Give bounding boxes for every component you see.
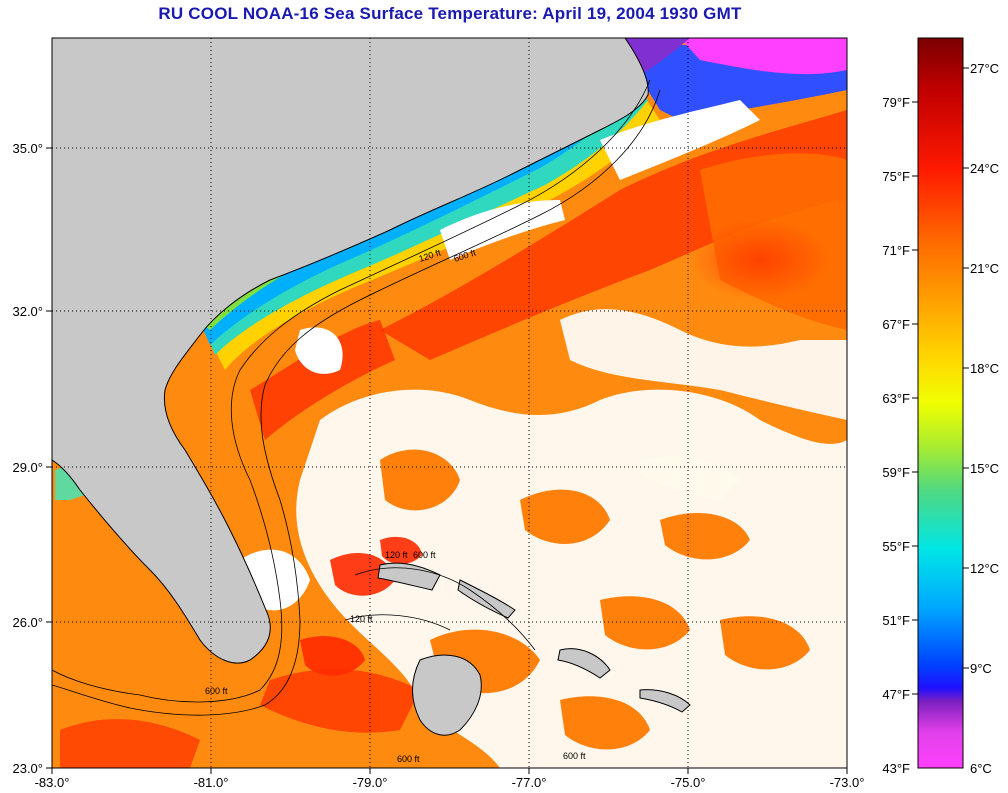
bathymetry-contours [52,79,661,716]
cb-c-label: 12°C [970,561,999,576]
lat-label: 23.0° [12,761,43,776]
cb-c-label: 6°C [970,761,992,776]
grand-bahama-land [377,562,441,591]
contour-label-600ft-bahamas: 600 ft [413,550,436,560]
cb-f-label: 67°F [882,317,910,332]
cb-c-label: 21°C [970,261,999,276]
longitude-labels: -83.0° -81.0° -79.0° -77.0° -75.0° -73.0… [35,775,865,790]
lon-label: -79.0° [353,775,388,790]
contour-label-120ft-andros: 120 ft [350,614,373,624]
cb-c-label: 15°C [970,461,999,476]
cb-c-label: 24°C [970,161,999,176]
colorbar [917,37,964,769]
lon-label: -77.0° [512,775,547,790]
colorbar-ticks [912,67,969,695]
cb-c-label: 9°C [970,661,992,676]
cb-c-label: 27°C [970,61,999,76]
lon-label: -81.0° [194,775,229,790]
contour-label-600ft-cuba: 600 ft [397,754,420,764]
lat-label: 32.0° [12,304,43,319]
cb-f-label: 51°F [882,613,910,628]
lon-label: -83.0° [35,775,70,790]
latitude-labels: 35.0° 32.0° 29.0° 26.0° 23.0° [12,141,43,776]
cb-f-label: 59°F [882,465,910,480]
contour-label-600ft-east: 600 ft [563,751,586,761]
lat-label: 35.0° [12,141,43,156]
cb-f-label: 63°F [882,391,910,406]
cb-f-label: 71°F [882,243,910,258]
us-mainland-land [52,38,649,664]
cb-f-label: 43°F [882,761,910,776]
cb-f-label: 47°F [882,687,910,702]
cb-f-label: 75°F [882,169,910,184]
lon-label: -73.0° [830,775,865,790]
contour-label-120ft-bahamas: 120 ft [385,550,408,560]
colorbar-celsius-labels: 27°C 24°C 21°C 18°C 15°C 12°C 9°C 6°C [970,61,999,776]
lat-label: 29.0° [12,460,43,475]
map-area: 120 ft 600 ft 120 ft 600 ft 120 ft 600 f… [52,38,847,768]
lat-label: 26.0° [12,615,43,630]
graticule [52,38,847,768]
colorbar-fahrenheit-labels: 79°F 75°F 71°F 67°F 63°F 59°F 55°F 51°F … [882,95,910,776]
cb-f-label: 79°F [882,95,910,110]
axis-ticks [46,147,848,774]
lon-label: -75.0° [671,775,706,790]
map-title: RU COOL NOAA-16 Sea Surface Temperature:… [158,4,742,23]
andros-island-land [412,654,482,736]
map-frame [51,37,848,769]
contour-label-600ft-keys: 600 ft [205,686,228,696]
cb-f-label: 55°F [882,539,910,554]
cb-c-label: 18°C [970,361,999,376]
